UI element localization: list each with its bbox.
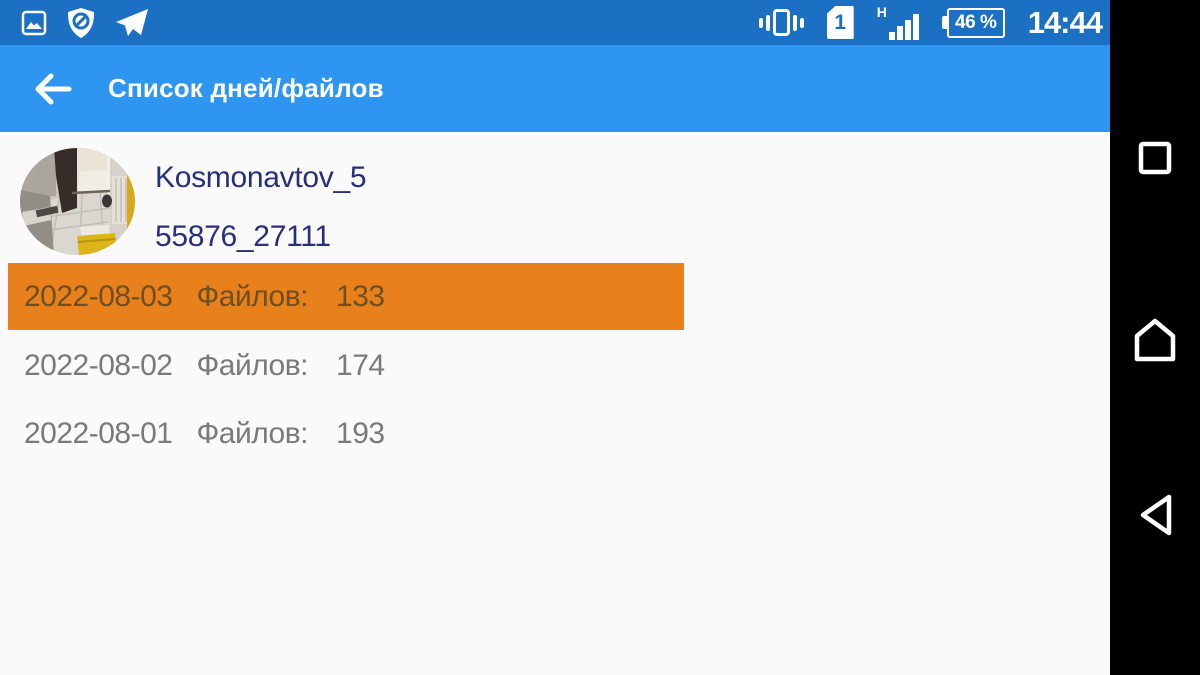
back-triangle-icon	[1140, 494, 1172, 536]
back-arrow-icon	[35, 73, 72, 104]
status-bar: 1 H 46 % 14:44	[0, 0, 1110, 45]
day-file-list: Kosmonavtov_5 55876_27111 2022-08-03 Фай…	[0, 132, 1110, 675]
image-icon	[21, 10, 47, 36]
day-row-2022-08-02[interactable]: 2022-08-02 Файлов: 174	[0, 332, 1110, 399]
back-nav-button[interactable]	[1110, 485, 1200, 545]
page-title: Список дней/файлов	[108, 73, 384, 103]
sim-number: 1	[834, 10, 847, 34]
camera-thumbnail	[20, 148, 135, 255]
android-nav-bar	[1110, 0, 1200, 675]
status-bar-right-icons: 1 H 46 % 14:44	[758, 3, 1103, 41]
home-icon	[1134, 318, 1176, 362]
file-count: 133	[336, 279, 385, 313]
camera-id: 55876_27111	[155, 220, 331, 253]
battery-percent: 46 %	[955, 11, 997, 33]
files-label: Файлов:	[196, 348, 309, 382]
recents-square-icon	[1138, 141, 1172, 175]
vibrate-icon	[758, 9, 804, 36]
day-row-2022-08-03[interactable]: 2022-08-03 Файлов: 133	[8, 263, 684, 330]
app-bar: Список дней/файлов	[0, 45, 1110, 132]
back-button[interactable]	[22, 59, 82, 119]
files-label: Файлов:	[196, 416, 309, 450]
files-label: Файлов:	[196, 279, 309, 313]
day-date: 2022-08-02	[24, 348, 173, 382]
day-date: 2022-08-01	[24, 416, 173, 450]
network-type-label: H	[876, 3, 887, 20]
signal-strength-icon: H	[876, 3, 919, 40]
sim-card-icon: 1	[826, 6, 854, 39]
file-count: 193	[336, 416, 385, 450]
file-count: 174	[336, 348, 385, 382]
clock: 14:44	[1027, 4, 1103, 40]
home-button[interactable]	[1110, 310, 1200, 370]
camera-header-row[interactable]: Kosmonavtov_5 55876_27111	[0, 132, 1110, 260]
camera-name: Kosmonavtov_5	[155, 161, 367, 194]
battery-icon: 46 %	[941, 7, 1005, 38]
telegram-icon	[115, 8, 149, 38]
recents-button[interactable]	[1110, 128, 1200, 188]
day-row-2022-08-01[interactable]: 2022-08-01 Файлов: 193	[0, 400, 1110, 467]
day-date: 2022-08-03	[24, 279, 173, 313]
status-bar-left-icons	[21, 7, 149, 39]
adblock-shield-icon	[66, 7, 96, 39]
